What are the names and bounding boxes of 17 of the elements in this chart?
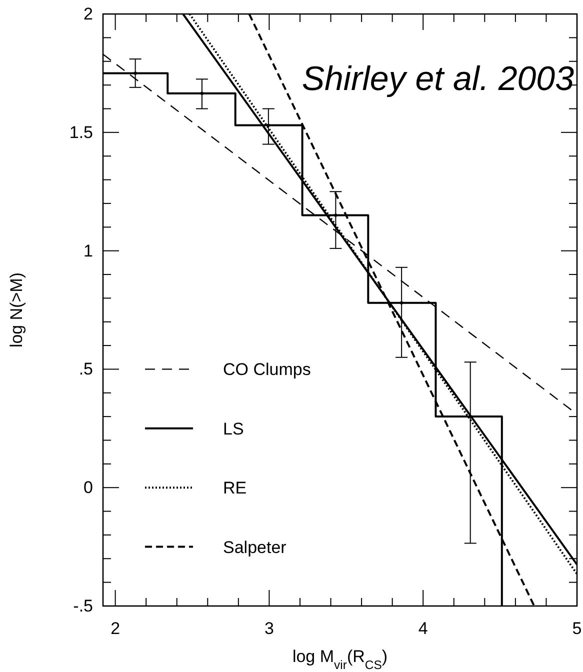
x-axis-title: log M$_{vir}$(R$_{CS}$) bbox=[292, 647, 388, 672]
legend-label: CO Clumps bbox=[223, 360, 311, 380]
x-tick-label: 2 bbox=[110, 619, 120, 638]
y-axis-title: log N(>M) bbox=[7, 272, 26, 348]
x-tick-label: 3 bbox=[264, 619, 274, 638]
y-tick-label: 2 bbox=[84, 4, 93, 24]
y-tick-label: 1.5 bbox=[69, 122, 93, 142]
annotation: Shirley et al. 2003 bbox=[302, 60, 574, 98]
y-tick-label: .5 bbox=[78, 360, 93, 379]
y-tick-label: -.5 bbox=[73, 596, 93, 616]
y-tick-label: 1 bbox=[84, 241, 93, 260]
x-tick-label: 4 bbox=[418, 619, 428, 638]
legend-label: Salpeter bbox=[223, 538, 287, 557]
x-tick-label: 5 bbox=[572, 619, 582, 638]
legend-label: RE bbox=[223, 478, 247, 498]
legend-label: LS bbox=[223, 419, 244, 438]
y-tick-label: 0 bbox=[84, 478, 93, 498]
